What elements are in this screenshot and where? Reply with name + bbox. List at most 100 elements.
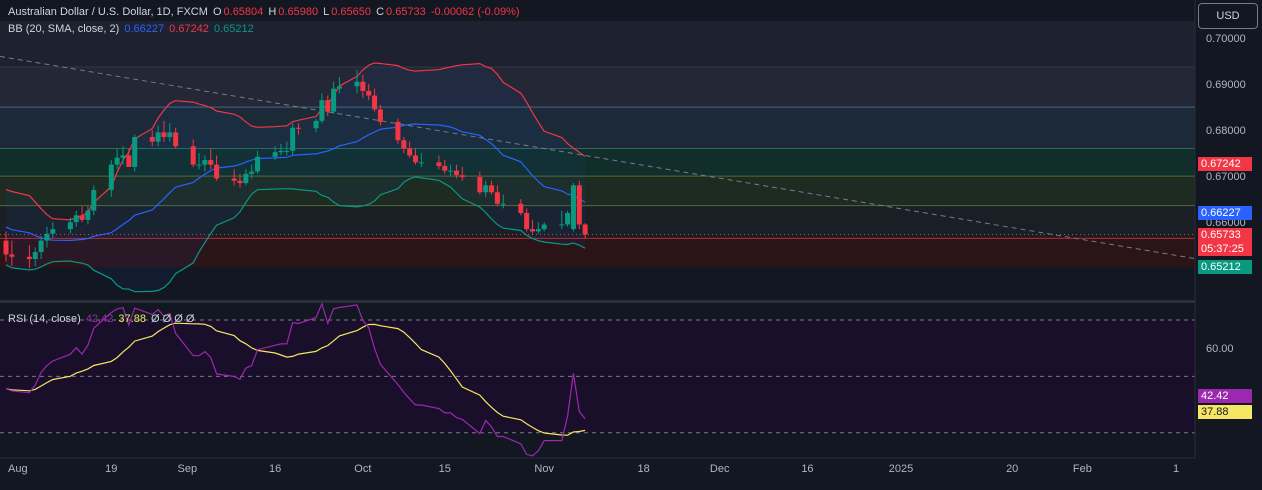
candle — [407, 148, 413, 156]
candle — [231, 178, 237, 181]
candle — [149, 137, 155, 142]
candle — [120, 155, 126, 158]
rsi-ma-legend-value: 37.88 — [118, 313, 146, 325]
bb-upper-price-tag: 0.67242 — [1198, 157, 1252, 171]
candle — [401, 140, 407, 149]
rsi-extra-values: Ø Ø Ø Ø — [151, 313, 195, 325]
candle — [9, 254, 15, 257]
close-value: 0.65733 — [386, 6, 426, 18]
time-axis-label: 15 — [439, 463, 451, 475]
bb-lower-price-tag: 0.65212 — [1198, 260, 1252, 274]
candle — [284, 150, 290, 152]
candle — [278, 150, 284, 153]
symbol-title: Australian Dollar / U.S. Dollar, 1D, FXC… — [8, 6, 208, 18]
time-axis-label: Oct — [354, 463, 371, 475]
candle — [91, 189, 97, 211]
candle — [483, 185, 489, 193]
candle — [494, 192, 500, 204]
time-axis-label: Aug — [8, 463, 28, 475]
candle — [126, 155, 132, 167]
candle — [360, 81, 366, 91]
price-zone — [0, 205, 1195, 239]
time-axis-label: 16 — [801, 463, 813, 475]
candle — [38, 240, 44, 253]
candle — [477, 177, 483, 193]
candle — [535, 229, 541, 232]
low-value: 0.65650 — [331, 6, 372, 18]
rsi-label: RSI (14, close) — [8, 313, 81, 325]
rsi-legend[interactable]: RSI (14, close) 42.42 37.88 Ø Ø Ø Ø — [8, 313, 196, 325]
candle — [202, 160, 208, 165]
candle — [3, 240, 9, 255]
currency-button[interactable]: USD — [1198, 3, 1258, 29]
candle — [26, 256, 32, 260]
price-zone — [0, 20, 1195, 68]
rsi-axis-label: 60.00 — [1206, 343, 1234, 355]
trend-line — [0, 55, 1196, 260]
price-axis-label: 0.69000 — [1206, 79, 1246, 91]
candle — [530, 229, 535, 232]
candle — [325, 100, 331, 112]
bb-lower-line — [5, 176, 586, 293]
rsi-ma-value-tag: 37.88 — [1198, 405, 1252, 419]
candle — [190, 146, 196, 165]
price-zone — [0, 176, 1195, 206]
candle — [313, 120, 319, 129]
bb-label: BB (20, SMA, close, 2) — [8, 23, 120, 35]
candle — [167, 132, 173, 138]
candle — [161, 132, 167, 138]
candle — [559, 224, 565, 226]
candle — [50, 229, 56, 234]
candle — [214, 164, 220, 179]
candle — [500, 203, 506, 205]
candle — [85, 210, 91, 220]
price-axis-label: 0.70000 — [1206, 33, 1246, 45]
candle — [524, 212, 530, 230]
candle — [366, 90, 372, 96]
candle — [243, 173, 249, 184]
bb-lower-value: 0.65212 — [213, 23, 254, 35]
candle — [518, 203, 524, 213]
bb-basis-price-tag: 0.66227 — [1198, 206, 1252, 220]
candle — [453, 170, 459, 176]
candle — [79, 215, 85, 220]
candle — [336, 86, 342, 89]
time-axis-label: Nov — [534, 463, 554, 475]
time-axis-label: 20 — [1006, 463, 1018, 475]
price-axis-label: 0.68000 — [1206, 125, 1246, 137]
candle — [155, 132, 161, 142]
low-label: L — [323, 6, 330, 18]
last-price-tag: 0.65733 — [1198, 228, 1252, 242]
candle — [249, 171, 255, 174]
candle — [377, 109, 383, 122]
candle — [67, 222, 73, 230]
time-axis-label: 1 — [1173, 463, 1179, 475]
rsi-ma-line — [5, 322, 586, 436]
candle — [541, 224, 547, 230]
change-value: -0.00062 (-0.09%) — [430, 6, 520, 18]
price-axis-label: 0.66000 — [1206, 217, 1246, 229]
candle — [459, 175, 465, 178]
candle — [448, 170, 454, 172]
candle — [114, 157, 120, 165]
candle — [296, 127, 301, 129]
candle — [372, 95, 378, 110]
candle — [73, 215, 79, 223]
rsi-line — [5, 301, 586, 457]
bb-basis-value: 0.66227 — [124, 23, 165, 35]
candle — [576, 185, 582, 225]
bb-upper-line — [5, 62, 586, 221]
candle — [395, 121, 401, 141]
bb-legend[interactable]: BB (20, SMA, close, 2) 0.66227 0.67242 0… — [8, 23, 256, 35]
time-axis-label: 19 — [105, 463, 117, 475]
high-label: H — [268, 6, 277, 18]
bb-band-fill — [6, 63, 586, 292]
time-axis-label: 18 — [638, 463, 650, 475]
time-axis-label: 16 — [269, 463, 281, 475]
candle — [582, 224, 588, 235]
candle — [565, 212, 571, 225]
symbol-legend: Australian Dollar / U.S. Dollar, 1D, FXC… — [8, 6, 522, 18]
candle — [255, 156, 261, 172]
candle — [442, 166, 448, 171]
